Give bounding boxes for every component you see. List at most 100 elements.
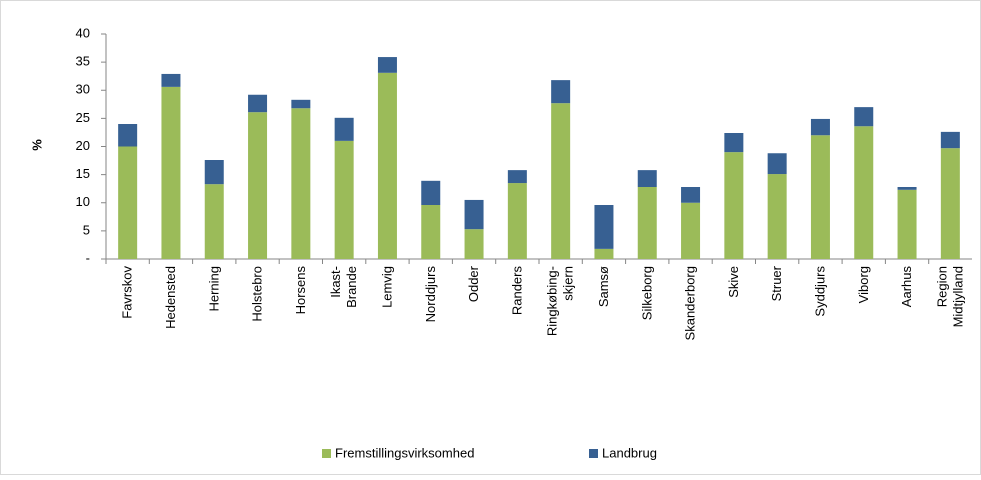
- x-tick-label-group: Favrskov: [119, 266, 135, 319]
- x-tick-label-box: Skanderborg: [683, 266, 698, 340]
- bar-segment: [204, 160, 224, 185]
- x-tick-label-box: Favrskov: [119, 266, 135, 319]
- legend-swatch: [589, 449, 598, 458]
- x-tick-label: Randers: [509, 266, 525, 316]
- x-tick-label-group: Ringkøbing- skjern: [545, 266, 576, 336]
- x-tick-label: Favrskov: [119, 266, 135, 319]
- x-tick-label: Herning: [206, 266, 222, 312]
- x-tick-label: Viborg: [855, 266, 871, 304]
- bar-segment: [551, 103, 571, 259]
- x-tick-label: Lemvig: [379, 266, 395, 308]
- x-tick-label-group: Syddjurs: [812, 266, 828, 317]
- bar-segment: [897, 189, 917, 259]
- bar-segment: [421, 205, 441, 259]
- x-tick-label: Holstebro: [249, 266, 265, 322]
- bar-segment: [594, 205, 614, 249]
- x-tick-label: Struer: [769, 266, 785, 302]
- x-tick-label-group: Odder: [466, 266, 482, 303]
- bar-segment: [334, 117, 354, 141]
- x-tick-label: Region Midtjylland: [934, 266, 966, 328]
- x-tick-label-box: Struer: [769, 266, 785, 302]
- bar-segment: [854, 107, 874, 127]
- bar-segment: [681, 202, 701, 259]
- bar-segment: [551, 80, 571, 104]
- x-tick-label-box: Randers: [509, 266, 525, 316]
- x-tick-label-group: Viborg: [855, 266, 871, 304]
- x-tick-label: Skive: [725, 266, 741, 298]
- x-tick-label: Horsens: [292, 266, 308, 315]
- bar-segment: [118, 124, 138, 147]
- x-tick-label: Samsø: [595, 266, 611, 308]
- x-tick-label-group: Silkeborg: [639, 266, 655, 321]
- bar-segment: [464, 229, 484, 259]
- x-tick-label-box: Skive: [725, 266, 741, 298]
- x-tick-label-group: Skive: [725, 266, 741, 298]
- bar-segment: [507, 183, 527, 259]
- y-tick-label: 25: [76, 110, 90, 125]
- bar-segment: [724, 133, 744, 153]
- x-tick-label-box: Aarhus: [899, 266, 915, 308]
- x-tick-label-group: Ikast- Brande: [328, 266, 360, 308]
- y-tick-label: 20: [76, 138, 90, 153]
- legend-label: Landbrug: [602, 445, 657, 460]
- x-tick-label-box: Syddjurs: [812, 266, 828, 317]
- x-tick-label: Syddjurs: [812, 266, 828, 317]
- bar-segment: [637, 187, 657, 259]
- x-tick-label: Aarhus: [899, 266, 915, 308]
- bar-segment: [204, 184, 224, 259]
- x-tick-label-group: Region Midtjylland: [934, 266, 966, 328]
- bar-segment: [594, 248, 614, 259]
- bar-segment: [377, 72, 397, 259]
- x-tick-label-box: Odder: [466, 266, 482, 303]
- bar-segment: [897, 187, 917, 190]
- x-tick-label: Ikast- Brande: [328, 266, 360, 308]
- bar-segment: [810, 135, 830, 259]
- x-tick-label-box: Horsens: [292, 266, 308, 315]
- y-tick-label: 5: [83, 222, 90, 237]
- x-tick-label-group: Herning: [206, 266, 222, 312]
- x-tick-label-group: Samsø: [595, 266, 611, 308]
- bar-segment: [637, 170, 657, 187]
- bar-segment: [421, 180, 441, 205]
- y-axis-label: %: [29, 139, 44, 151]
- x-tick-label-box: Ikast- Brande: [328, 266, 360, 308]
- bar-segment: [940, 148, 960, 259]
- x-tick-label-group: Struer: [769, 266, 785, 302]
- x-tick-label-box: Viborg: [855, 266, 871, 304]
- x-tick-label-box: Ringkøbing- skjern: [545, 266, 576, 336]
- bar-segment: [940, 131, 960, 149]
- x-tick-label: Odder: [466, 266, 482, 303]
- bar-segment: [854, 126, 874, 259]
- x-tick-label-box: Hedensted: [162, 266, 178, 329]
- bar-segment: [248, 94, 268, 113]
- x-tick-label-group: Skanderborg: [683, 266, 698, 340]
- bar-segment: [161, 86, 181, 259]
- bar-segment: [118, 146, 138, 259]
- legend-label: Fremstillingsvirksomhed: [335, 445, 474, 460]
- bar-segment: [767, 153, 787, 175]
- x-tick-label-box: Norddjurs: [422, 266, 438, 323]
- bar-segment: [767, 174, 787, 259]
- x-tick-label-group: Norddjurs: [422, 266, 438, 323]
- bar-segment: [507, 170, 527, 184]
- x-tick-label: Silkeborg: [639, 266, 655, 321]
- y-tick-label: 15: [76, 166, 90, 181]
- bar-segment: [334, 140, 354, 259]
- x-tick-label-group: Hedensted: [162, 266, 178, 329]
- x-tick-label: Hedensted: [162, 266, 178, 329]
- y-tick-label: 35: [76, 54, 90, 69]
- x-tick-label-box: Lemvig: [379, 266, 395, 308]
- bar-segment: [248, 112, 268, 259]
- x-tick-label-box: Silkeborg: [639, 266, 655, 321]
- bar-segment: [291, 108, 311, 259]
- y-tick-label: 40: [76, 25, 90, 40]
- x-tick-label-group: Aarhus: [899, 266, 915, 308]
- y-tick-label: 30: [76, 82, 90, 97]
- bar-segment: [681, 187, 701, 203]
- bar-segment: [291, 99, 311, 109]
- x-tick-label: Norddjurs: [422, 266, 438, 323]
- x-tick-label-box: Herning: [206, 266, 222, 312]
- y-tick-label: -: [86, 250, 90, 265]
